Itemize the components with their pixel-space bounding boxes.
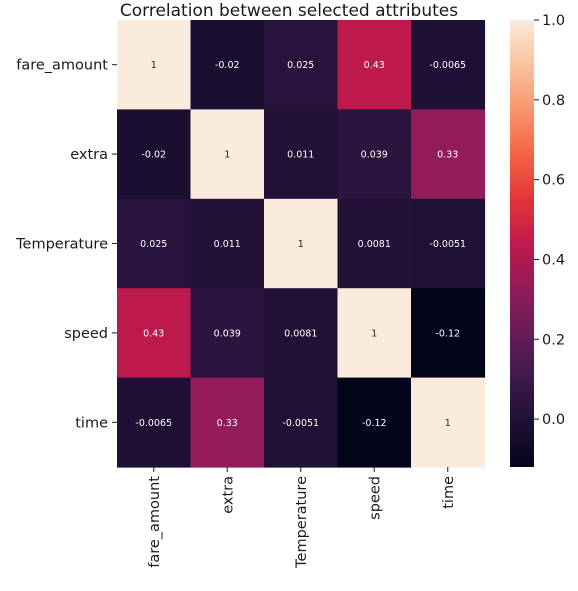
x-tick-label: speed	[367, 476, 383, 520]
heatmap-cell-speed-fare_amount	[117, 288, 192, 379]
x-tick-label: Temperature	[294, 476, 310, 569]
cell-label: 1	[151, 60, 157, 71]
heatmap-cell-extra-extra	[190, 109, 265, 200]
y-tick-label: fare_amount	[16, 58, 108, 74]
colorbar-tick-label: 0.2	[542, 332, 565, 348]
heatmap-cell-extra-speed	[337, 109, 412, 200]
heatmap-cell-fare_amount-time	[411, 20, 486, 110]
cell-label: 0.039	[361, 150, 388, 161]
heatmap-cell-Temperature-extra	[190, 198, 265, 289]
cell-label: -0.0051	[282, 418, 319, 429]
cell-label: 1	[298, 239, 304, 250]
heatmap-cell-Temperature-Temperature	[264, 198, 339, 289]
cell-label: 0.025	[140, 239, 167, 250]
colorbar-tick-label: 0.8	[542, 93, 565, 109]
heatmap-cell-speed-time	[411, 288, 486, 379]
colorbar-ticks: 0.0 0.2 0.4 0.6 0.8 1.0	[534, 13, 565, 428]
heatmap-cell-time-Temperature	[264, 377, 339, 468]
heatmap-cell-time-time	[411, 377, 486, 468]
x-tick-label: fare_amount	[147, 476, 163, 568]
chart-title: Correlation between selected attributes	[120, 1, 458, 21]
heatmap-cell-Temperature-speed	[337, 198, 412, 289]
cell-label: 0.43	[143, 328, 164, 339]
heatmap-cell-Temperature-time	[411, 198, 486, 289]
cell-label: -0.12	[435, 328, 460, 339]
x-axis-ticks: fare_amount extra Temperature speed time	[147, 467, 457, 569]
y-tick-label: time	[75, 415, 108, 431]
heatmap-cell-fare_amount-speed	[337, 20, 412, 110]
colorbar-tick-label: 0.0	[542, 412, 565, 428]
heatmap-cell-speed-extra	[190, 288, 265, 379]
colorbar	[510, 20, 534, 467]
y-tick-label: speed	[64, 326, 108, 342]
colorbar-tick-label: 0.6	[542, 173, 565, 189]
cell-label: -0.0051	[429, 239, 466, 250]
heatmap-cell-Temperature-fare_amount	[117, 198, 192, 289]
cell-label: 1	[371, 328, 377, 339]
heatmap-cells	[117, 20, 486, 468]
heatmap-cell-fare_amount-fare_amount	[117, 20, 192, 110]
cell-label: 0.039	[214, 328, 241, 339]
colorbar-tick-label: 1.0	[542, 13, 565, 29]
cell-label: 0.025	[287, 60, 314, 71]
heatmap-annotations: 1 -0.02 0.025 0.43 -0.0065 -0.02 1 0.011 0.039 0.…	[135, 60, 466, 429]
cell-label: 1	[445, 418, 451, 429]
heatmap-cell-time-fare_amount	[117, 377, 192, 468]
heatmap-cell-time-extra	[190, 377, 265, 468]
cell-label: -0.02	[215, 60, 240, 71]
heatmap-cell-time-speed	[337, 377, 412, 468]
cell-label: 0.33	[437, 150, 458, 161]
cell-label: 0.0081	[358, 239, 391, 250]
x-tick-label: extra	[220, 476, 236, 514]
cell-label: 0.011	[287, 150, 314, 161]
cell-label: 0.43	[364, 60, 385, 71]
cell-label: 1	[224, 150, 230, 161]
cell-label: 0.011	[214, 239, 241, 250]
cell-label: -0.0065	[135, 418, 172, 429]
cell-label: 0.0081	[284, 328, 317, 339]
heatmap-cell-speed-Temperature	[264, 288, 339, 379]
cell-label: 0.33	[217, 418, 238, 429]
colorbar-tick-label: 0.4	[542, 252, 565, 268]
cell-label: -0.02	[141, 150, 166, 161]
heatmap-cell-speed-speed	[337, 288, 412, 379]
cell-label: -0.0065	[429, 60, 466, 71]
y-tick-label: extra	[70, 147, 108, 163]
heatmap-cell-extra-fare_amount	[117, 109, 192, 200]
y-tick-label: Temperature	[15, 237, 108, 253]
cell-label: -0.12	[362, 418, 387, 429]
heatmap-cell-fare_amount-extra	[190, 20, 265, 110]
heatmap-cell-fare_amount-Temperature	[264, 20, 339, 110]
heatmap-cell-extra-time	[411, 109, 486, 200]
heatmap-cell-extra-Temperature	[264, 109, 339, 200]
x-tick-label: time	[441, 476, 457, 509]
